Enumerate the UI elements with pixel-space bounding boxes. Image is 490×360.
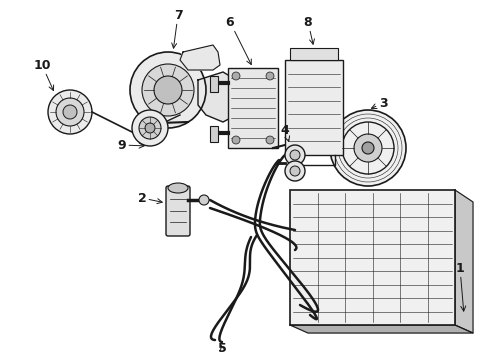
Polygon shape <box>290 325 473 333</box>
Bar <box>290 48 338 60</box>
Circle shape <box>48 90 92 134</box>
Circle shape <box>130 52 206 128</box>
Circle shape <box>154 76 182 104</box>
Text: 9: 9 <box>118 139 144 152</box>
Circle shape <box>199 195 209 205</box>
Text: 10: 10 <box>33 59 53 90</box>
Bar <box>210 126 218 142</box>
Text: 7: 7 <box>172 9 182 48</box>
Polygon shape <box>455 190 473 333</box>
Text: 8: 8 <box>304 15 315 44</box>
Circle shape <box>266 136 274 144</box>
Circle shape <box>266 72 274 80</box>
Text: 5: 5 <box>218 342 226 355</box>
Circle shape <box>290 166 300 176</box>
Circle shape <box>354 134 382 162</box>
Circle shape <box>145 123 155 133</box>
Circle shape <box>139 117 161 139</box>
FancyBboxPatch shape <box>166 186 190 236</box>
Circle shape <box>132 110 168 146</box>
Polygon shape <box>180 45 220 70</box>
Bar <box>290 190 455 325</box>
Circle shape <box>56 98 84 126</box>
Bar <box>210 76 218 92</box>
Text: 1: 1 <box>456 261 466 311</box>
Ellipse shape <box>168 183 188 193</box>
Bar <box>285 60 343 155</box>
Circle shape <box>330 110 406 186</box>
Circle shape <box>285 145 305 165</box>
Circle shape <box>142 64 194 116</box>
Circle shape <box>362 142 374 154</box>
Text: 6: 6 <box>226 15 251 64</box>
Text: 4: 4 <box>281 123 290 141</box>
Bar <box>228 68 278 148</box>
Circle shape <box>285 161 305 181</box>
Circle shape <box>63 105 77 119</box>
Polygon shape <box>198 72 238 122</box>
Circle shape <box>232 136 240 144</box>
Text: 3: 3 <box>371 96 387 109</box>
Circle shape <box>232 72 240 80</box>
Circle shape <box>290 150 300 160</box>
Text: 2: 2 <box>138 192 162 204</box>
